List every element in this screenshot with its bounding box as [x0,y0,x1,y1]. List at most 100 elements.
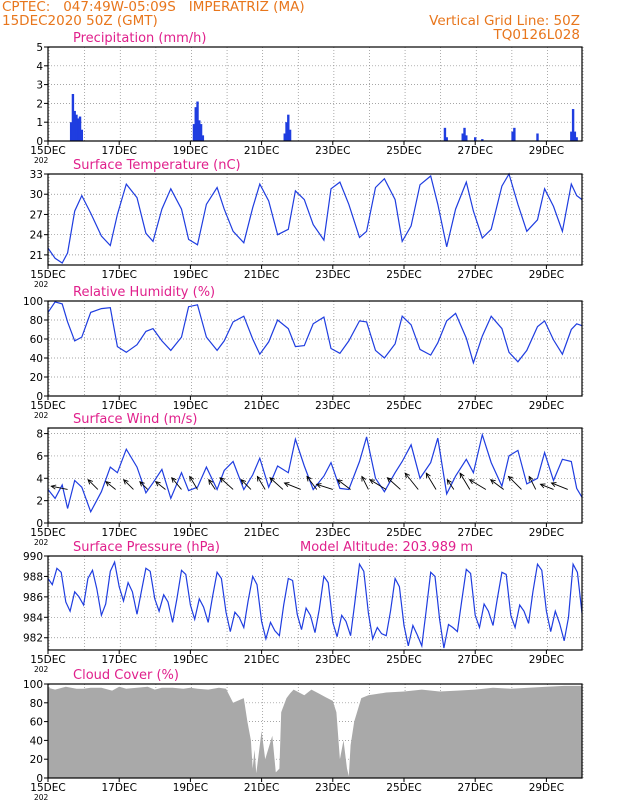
x-tick-label: 23DEC [315,400,350,412]
precip-bar [199,124,203,141]
x-tick-label: 15DEC [30,400,65,412]
precip-bar [77,118,80,141]
x-tick-label: 23DEC [315,654,350,666]
wind-vector [189,475,198,490]
precip-bar [78,116,82,141]
wind-vector-head [122,478,129,485]
wind-vector-head [306,475,312,482]
wind-vector-shaft [306,476,318,490]
y-tick-label: 4 [36,473,43,485]
x-tick-label: 27DEC [457,527,492,539]
precip-bar [536,133,539,141]
x-tick-label: 17DEC [101,400,136,412]
precip-bar [285,122,288,141]
precip-bar [571,109,575,141]
x-tick-label: 17DEC [101,145,136,157]
x-tick-label: 21DEC [244,400,279,412]
x-tick-label: 29DEC [529,145,564,157]
wind-vector [105,481,116,490]
wind-vector-shaft [240,479,252,490]
wind-vector-head [208,478,214,485]
wind-vector-head [468,479,475,485]
panel-annotation: Model Altitude: 203.989 m [300,540,473,555]
panel-frame [47,173,583,266]
y-tick-label: 8 [36,429,43,441]
panel-frame [47,427,583,524]
wind-vector-head [50,484,57,490]
precip-bar [198,120,201,141]
y-tick-label: 24 [30,230,44,242]
wind-vector-head [87,478,93,485]
wind-vector [386,477,401,490]
y-tick-label: 5 [36,42,43,54]
wind-vector-head [361,475,367,482]
wind-vector-head [171,477,177,483]
x-tick-label: 25DEC [386,269,421,281]
x-tick-label: 19DEC [173,269,208,281]
y-tick-label: 984 [23,612,43,624]
y-tick-label: 0 [36,391,43,403]
y-tick-label: 20 [30,754,43,766]
wind-vector-shaft [404,472,419,490]
wind-vector-shaft [508,476,522,490]
x-tick-label: 21DEC [244,782,279,794]
x-tick-label: 17DEC [101,527,136,539]
precip-bar [80,129,84,141]
panel-frame [47,300,583,397]
wind-vector-head [269,477,275,483]
wind-vector-shaft [123,479,134,490]
wind-vector-shaft [256,476,266,490]
y-tick-label: 990 [23,551,43,563]
wind-vector-shaft [171,477,182,490]
wind-vector-head [507,475,514,482]
wind-vector-shaft [490,479,504,490]
wind-vector-shaft [208,479,216,490]
wind-vector-head [550,482,557,488]
wind-vector [315,483,333,490]
wind-vector-shaft [446,479,455,490]
panel-frame [47,46,583,142]
panel-title: Surface Wind (m/s) [73,412,197,427]
y-tick-label: 21 [30,250,43,262]
wind-vector [306,475,318,490]
wind-vector-shaft [51,485,68,490]
series-line [47,172,583,264]
wind-vector-head [425,472,431,479]
station-info: CPTEC: 047:49W-05:09S IMPERATRIZ (MA) [2,0,305,15]
wind-vector-head [386,477,393,483]
vertical-grid-note: Vertical Grid Line: 50Z [429,13,580,29]
x-tick-label: 27DEC [457,782,492,794]
panel-title: Cloud Cover (%) [73,668,179,683]
x-tick-label: 29DEC [529,527,564,539]
run-date: 15DEC2020 50Z (GMT) [2,13,158,29]
x-tick-label: 23DEC [315,527,350,539]
wind-vector [446,478,455,490]
wind-vector [171,477,182,490]
wind-vector-head [489,479,496,485]
wind-vector-head [189,475,195,482]
precip-bar [71,94,75,141]
wind-vector-shaft [361,476,369,490]
wind-vector [489,479,504,490]
wind-vector [507,475,522,490]
precip-bar [445,137,448,141]
y-tick-label: 60 [30,717,43,729]
wind-vector [404,472,419,490]
x-tick-label: 15DEC [30,527,65,539]
precip-bar [75,114,78,141]
y-tick-label: 0 [36,136,43,148]
y-tick-label: 20 [30,372,43,384]
precip-bar [463,127,466,141]
wind-vector-shaft [139,481,148,490]
panel-5: 982 984 986 988 990 15DEC 17DEC 19DEC 21DEC 23DEC… [23,540,584,674]
wind-vector [368,479,387,490]
wind-vector-head [256,475,262,482]
wind-vector-head [336,479,343,485]
wind-vector [528,475,537,490]
year-fragment: 202 [34,156,49,165]
x-tick-label: 21DEC [244,527,279,539]
wind-vector [283,482,301,490]
x-tick-label: 27DEC [457,145,492,157]
wind-vector-head [283,482,290,488]
wind-vector [256,475,266,490]
